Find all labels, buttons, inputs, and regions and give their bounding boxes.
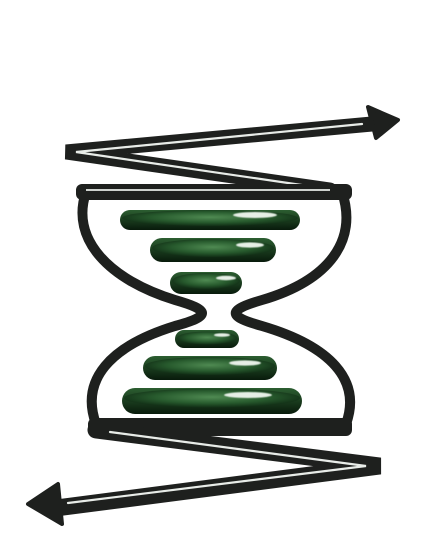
top-zigzag-arrow xyxy=(64,105,400,198)
bottom-zigzag-arrow-highlight xyxy=(66,430,367,505)
hourglass-top-cap xyxy=(76,184,352,200)
disc xyxy=(150,238,276,262)
top-disc-stack xyxy=(120,210,300,294)
disc xyxy=(175,330,239,348)
top-arrowhead-icon xyxy=(366,105,400,140)
disc xyxy=(143,356,277,380)
disc xyxy=(170,272,242,294)
bottom-arrowhead-icon xyxy=(26,482,64,526)
bottom-disc-stack xyxy=(122,330,302,414)
disc xyxy=(122,388,302,414)
bottom-zigzag-arrow-shaft xyxy=(47,421,382,517)
top-zigzag-arrow-highlight xyxy=(75,122,364,190)
disc xyxy=(120,210,300,230)
bottom-zigzag-arrow xyxy=(26,421,382,526)
